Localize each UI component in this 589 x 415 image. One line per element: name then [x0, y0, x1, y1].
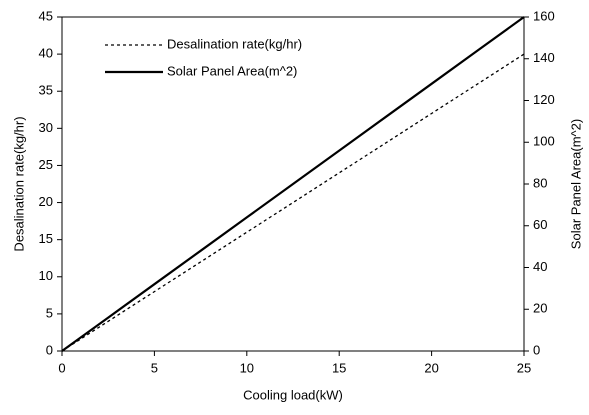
- y-tick-label: 45: [39, 8, 53, 23]
- y-tick-label: 15: [39, 231, 53, 246]
- legend-label: Desalination rate(kg/hr): [167, 36, 302, 51]
- series-line: [61, 53, 525, 352]
- y-tick-label: 20: [39, 194, 53, 209]
- y2-tick-label: 100: [533, 134, 555, 149]
- y2-tick-label: 0: [533, 342, 540, 357]
- y2-tick-label: 120: [533, 92, 555, 107]
- x-tick-label: 0: [58, 360, 65, 375]
- x-tick-label: 10: [240, 360, 254, 375]
- x-tick-label: 5: [151, 360, 158, 375]
- y-tick-label: 0: [46, 342, 53, 357]
- y2-tick-label: 160: [533, 8, 555, 23]
- y2-tick-label: 40: [533, 259, 547, 274]
- x-tick-label: 20: [424, 360, 438, 375]
- y2-tick-label: 20: [533, 301, 547, 316]
- x-axis-title: Cooling load(kW): [243, 387, 343, 402]
- y2-tick-label: 80: [533, 175, 547, 190]
- y-tick-label: 5: [46, 305, 53, 320]
- x-tick-label: 15: [332, 360, 346, 375]
- y-tick-label: 35: [39, 83, 53, 98]
- y-tick-label: 10: [39, 268, 53, 283]
- y-tick-label: 40: [39, 46, 53, 61]
- x-tick-label: 25: [517, 360, 531, 375]
- y2-tick-label: 60: [533, 217, 547, 232]
- y-tick-label: 25: [39, 157, 53, 172]
- y-tick-label: 30: [39, 120, 53, 135]
- series-line: [61, 16, 525, 352]
- y-axis-title: Desalination rate(kg/hr): [11, 116, 26, 251]
- y2-axis-title: Solar Panel Area(m^2): [568, 119, 583, 249]
- y2-tick-label: 140: [533, 50, 555, 65]
- legend-label: Solar Panel Area(m^2): [167, 63, 297, 78]
